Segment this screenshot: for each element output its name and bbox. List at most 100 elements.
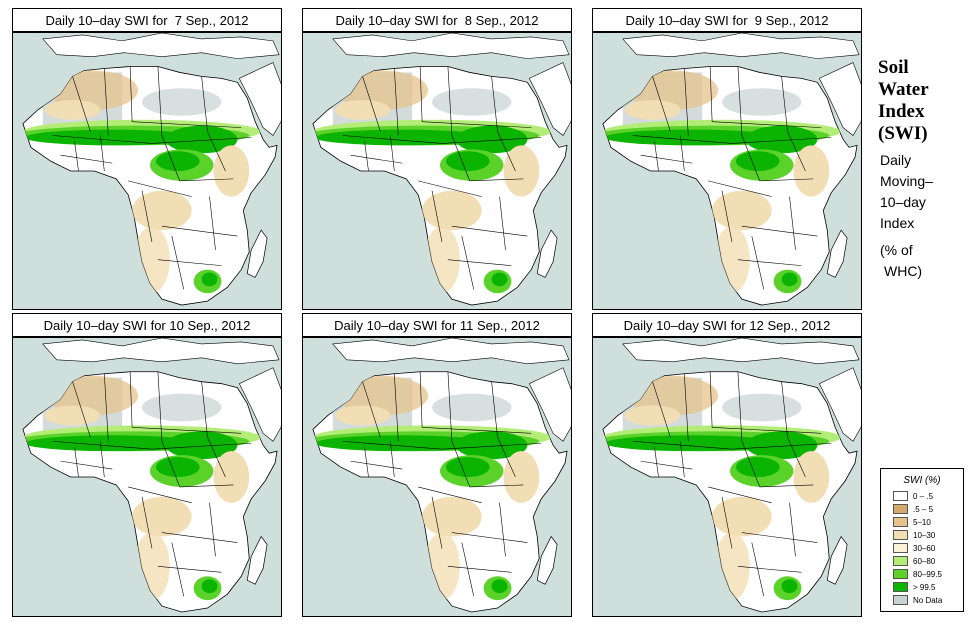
europe-landmass [42,33,280,59]
swi-zone [44,405,101,426]
country-border [419,371,423,428]
country-border [731,137,832,144]
country-border [104,373,109,442]
country-border [680,441,685,478]
swi-zone [422,190,482,231]
desc-line: Daily [880,152,912,168]
country-border [741,135,761,181]
swi-zone [604,435,780,452]
swi-zone [722,393,802,422]
swi-zone [213,145,250,197]
arabia-landmass [528,62,571,136]
madagascar-landmass [536,535,558,585]
country-border [789,196,796,250]
swi-zone [503,451,540,503]
country-border [499,502,506,557]
country-border [207,131,226,172]
country-border [451,135,471,181]
country-border [491,76,498,132]
swi-zone [491,272,508,287]
swi-zone [455,125,528,154]
country-border [461,235,475,290]
country-border [394,68,399,136]
europe-landmass [42,338,280,365]
country-border [789,502,796,557]
map-graphic [312,33,571,306]
country-border [157,66,163,136]
country-border [451,532,528,543]
map-graphic [22,338,281,613]
legend-swatch [893,556,908,566]
legend-label: 0 – .5 [913,492,934,501]
panel-title: Daily 10–day SWI for 12 Sep., 2012 [592,313,862,337]
swi-zone [432,393,512,422]
swi-zone [781,579,798,594]
africa-map [302,337,572,617]
country-border [684,68,689,136]
country-border [129,66,133,122]
country-border [741,225,818,237]
madagascar-landmass [246,535,268,585]
country-border [362,76,381,132]
country-border [781,381,788,438]
swi-zone [503,145,540,197]
swi-zone [134,226,170,294]
swi-zone [142,88,222,116]
swi-zone [745,125,818,154]
country-border [151,137,252,144]
legend-label: .5 – 5 [913,505,934,514]
title-line: Soil [878,57,909,78]
index-unit: (% of WHC) [880,240,966,282]
swi-zone [735,151,780,171]
country-border [362,381,381,438]
country-border [640,154,693,164]
country-border [419,66,423,122]
legend-swatch [893,543,908,553]
europe-landmass [332,33,570,59]
swi-zone [712,190,772,231]
swi-zone [781,272,798,287]
swi-zone [134,532,170,601]
country-border [491,381,498,438]
country-border [497,437,516,478]
madagascar-landmass [826,535,848,585]
swi-zone [424,532,460,601]
country-border [712,121,822,128]
legend-swatch [893,504,908,514]
country-border [129,371,133,428]
country-border [737,371,743,442]
swi-zone [793,145,830,197]
country-border [632,135,732,144]
africa-map [592,32,862,310]
country-border [74,141,79,172]
country-border [751,235,765,290]
legend-label: 80–99.5 [913,570,942,579]
country-border [52,135,152,144]
swi-zone [624,405,681,426]
country-border [737,566,802,573]
country-border [447,566,512,573]
panel-title: Daily 10–day SWI for 11 Sep., 2012 [302,313,572,337]
country-border [712,427,822,434]
country-border [708,486,772,504]
index-title: Soil Water Index (SWI) [878,57,964,145]
map-graphic [22,33,281,306]
country-border [100,135,105,172]
swi-zone [604,129,780,146]
unit-line: WHC) [884,263,923,279]
country-border [342,440,442,450]
arabia-landmass [818,62,861,136]
country-border [652,381,671,438]
swi-zone [201,272,218,287]
country-border [451,441,471,488]
country-border [461,542,475,597]
country-border [781,76,788,132]
country-border [731,442,832,450]
swi-zone [424,226,460,294]
country-border [72,76,91,132]
swi-zone [422,496,482,537]
desc-line: Moving– [880,173,933,189]
madagascar-landmass [246,229,268,278]
country-border [350,460,403,470]
country-border [207,437,226,478]
